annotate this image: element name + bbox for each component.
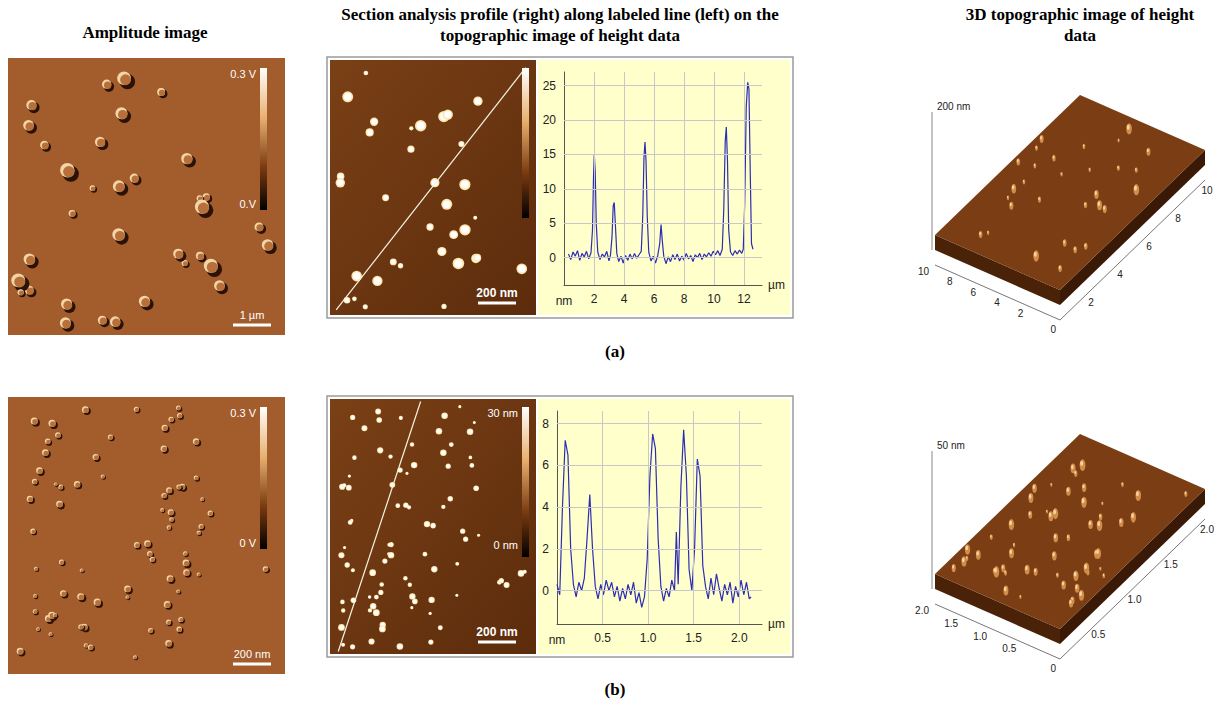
html-text:Section analysis profile (righ: Section analysis profile (right) along l… (341, 5, 779, 45)
svg-text:µm: µm (768, 617, 785, 631)
svg-text:1.0: 1.0 (973, 631, 987, 642)
svg-text:12: 12 (737, 292, 751, 306)
svg-text:200 nm: 200 nm (234, 648, 271, 660)
svg-text:8: 8 (681, 292, 688, 306)
svg-text:30 nm: 30 nm (487, 407, 518, 419)
svg-text:8: 8 (947, 276, 953, 287)
svg-text:5: 5 (549, 216, 556, 230)
svg-text:4: 4 (542, 500, 549, 514)
svg-text:0: 0 (542, 584, 549, 598)
svg-text:2.0: 2.0 (1200, 524, 1214, 535)
html-text:(b): (b) (604, 680, 626, 699)
svg-text:0.5: 0.5 (594, 631, 611, 645)
svg-text:25: 25 (543, 79, 557, 93)
html-text:3D topographic image of height: 3D topographic image of height data (965, 5, 1195, 45)
html-text:Amplitude image: Amplitude image (82, 23, 208, 42)
svg-text:0 nm: 0 nm (494, 539, 518, 551)
svg-text:50 nm: 50 nm (937, 440, 965, 451)
svg-text:1.0: 1.0 (640, 631, 657, 645)
svg-text:6: 6 (542, 458, 549, 472)
svg-text:0: 0 (1050, 324, 1056, 335)
svg-text:10: 10 (918, 266, 930, 277)
svg-text:200 nm: 200 nm (937, 101, 970, 112)
svg-text:0.V: 0.V (239, 198, 256, 210)
svg-text:0.3 V: 0.3 V (230, 68, 256, 80)
svg-text:8: 8 (1175, 213, 1181, 224)
svg-text:µm: µm (768, 278, 785, 292)
svg-text:0: 0 (1050, 663, 1056, 674)
svg-text:nm: nm (556, 294, 573, 308)
svg-text:0 V: 0 V (239, 537, 256, 549)
svg-text:1.5: 1.5 (685, 631, 702, 645)
svg-text:2.0: 2.0 (915, 605, 929, 616)
html-text:(a): (a) (605, 342, 625, 361)
svg-text:10: 10 (707, 292, 721, 306)
svg-text:10: 10 (543, 182, 557, 196)
svg-text:2: 2 (1088, 297, 1094, 308)
svg-text:1 µm: 1 µm (240, 309, 265, 321)
svg-text:4: 4 (621, 292, 628, 306)
svg-text:20: 20 (543, 113, 557, 127)
svg-text:200 nm: 200 nm (476, 286, 517, 300)
svg-text:nm: nm (549, 633, 566, 647)
svg-text:2: 2 (591, 292, 598, 306)
svg-text:10: 10 (1201, 185, 1213, 196)
svg-text:4: 4 (994, 297, 1000, 308)
svg-text:0.5: 0.5 (1091, 629, 1105, 640)
svg-text:6: 6 (651, 292, 658, 306)
svg-text:6: 6 (1146, 241, 1152, 252)
svg-text:2: 2 (542, 542, 549, 556)
svg-text:15: 15 (543, 147, 557, 161)
svg-text:0: 0 (549, 251, 556, 265)
svg-text:2.0: 2.0 (731, 631, 748, 645)
svg-text:0.5: 0.5 (1002, 643, 1016, 654)
svg-text:1.0: 1.0 (1128, 594, 1142, 605)
svg-text:0.3 V: 0.3 V (230, 407, 256, 419)
svg-text:1.5: 1.5 (1164, 559, 1178, 570)
svg-text:8: 8 (542, 417, 549, 431)
svg-text:4: 4 (1117, 269, 1123, 280)
svg-text:6: 6 (971, 287, 977, 298)
svg-text:2: 2 (1018, 308, 1024, 319)
svg-text:200 nm: 200 nm (476, 625, 517, 639)
svg-text:1.5: 1.5 (944, 618, 958, 629)
